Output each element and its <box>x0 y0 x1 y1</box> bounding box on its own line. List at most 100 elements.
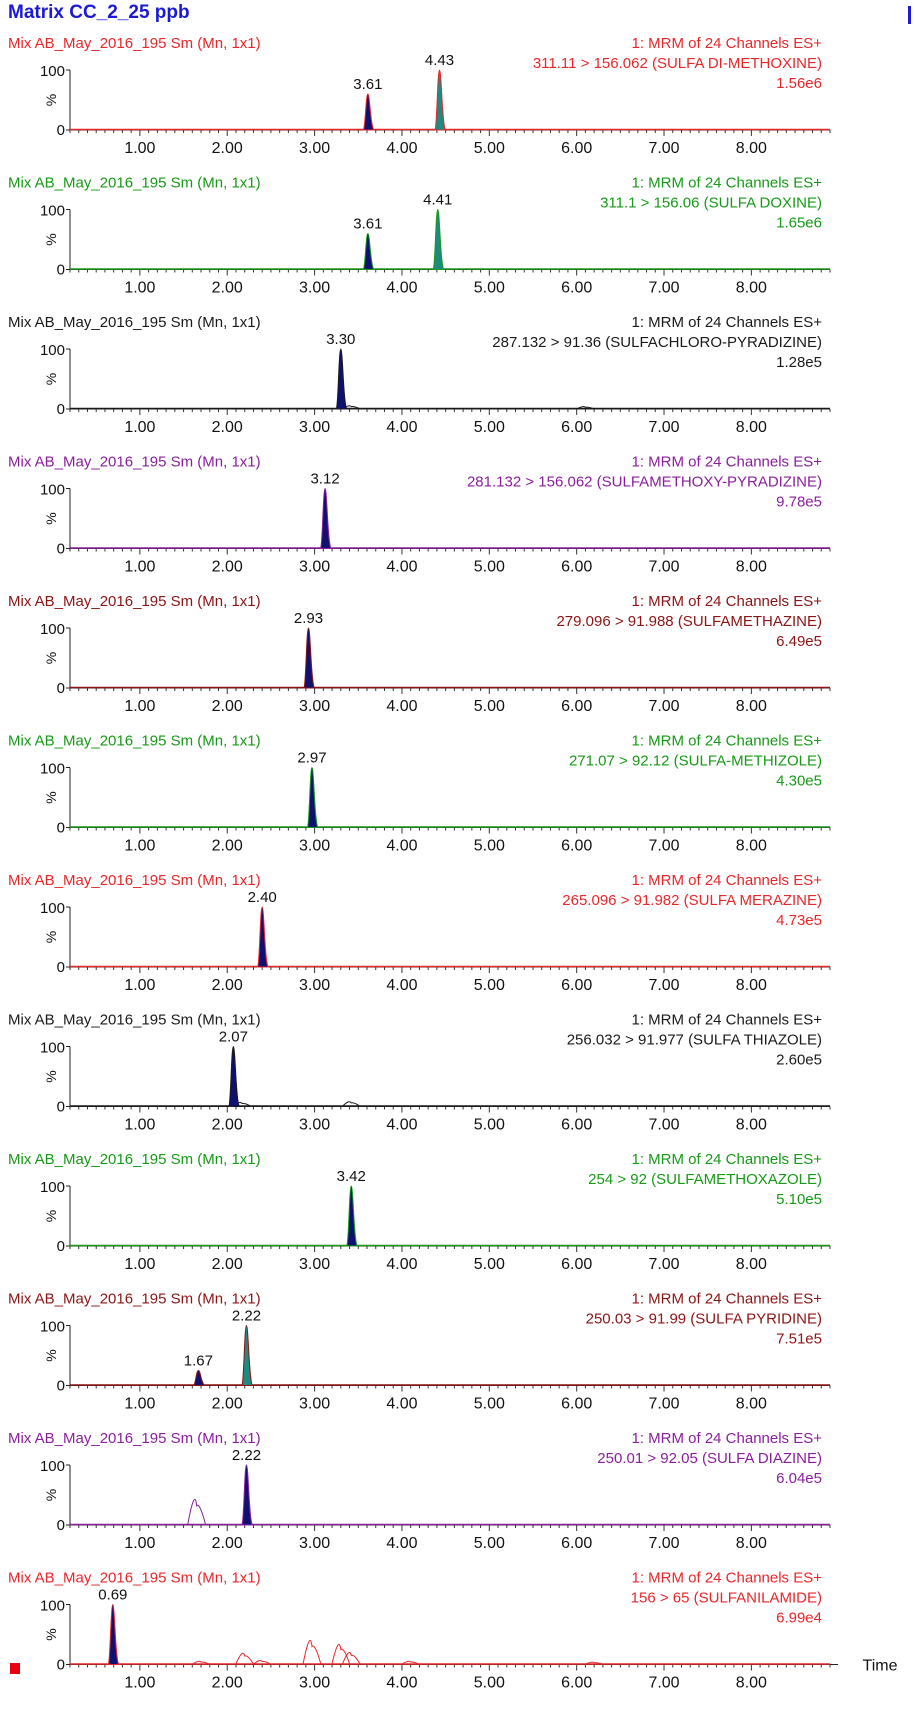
panel-sample-name: Mix AB_May_2016_195 Sm (Mn, 1x1) <box>8 1151 261 1168</box>
x-tick-label: 5.00 <box>474 1535 505 1552</box>
peak-area <box>306 766 320 828</box>
noise-trace <box>252 1660 272 1665</box>
x-tick-label: 7.00 <box>648 280 679 297</box>
x-tick-label: 1.00 <box>124 977 155 994</box>
noise-trace <box>187 1499 207 1526</box>
x-tick-label: 1.00 <box>124 559 155 576</box>
x-tick-label: 7.00 <box>648 698 679 715</box>
peak-rt-label: 4.41 <box>423 192 452 209</box>
panel-sample-name: Mix AB_May_2016_195 Sm (Mn, 1x1) <box>8 35 261 52</box>
x-tick-label: 8.00 <box>736 977 767 994</box>
panel-transition: 254 > 92 (SULFAMETHOXAZOLE) <box>588 1171 822 1188</box>
x-tick-label: 5.00 <box>474 1396 505 1413</box>
panel-sample-name: Mix AB_May_2016_195 Sm (Mn, 1x1) <box>8 1570 261 1587</box>
x-tick-label: 7.00 <box>648 838 679 855</box>
x-tick-label: 4.00 <box>386 977 417 994</box>
x-tick-label: 6.00 <box>561 1396 592 1413</box>
panel-function: 1: MRM of 24 Channels ES+ <box>631 1012 822 1029</box>
y-tick-label: 100 <box>40 1458 65 1475</box>
noise-trace <box>341 1652 361 1665</box>
x-tick-label: 7.00 <box>648 419 679 436</box>
x-tick-label: 7.00 <box>648 1675 679 1692</box>
panel-function: 1: MRM of 24 Channels ES+ <box>631 1151 822 1168</box>
x-tick-label: 2.00 <box>212 838 243 855</box>
panel-function: 1: MRM of 24 Channels ES+ <box>631 175 822 192</box>
panel-function: 1: MRM of 24 Channels ES+ <box>631 35 822 52</box>
y-tick-label: 100 <box>40 1179 65 1196</box>
x-tick-label: 4.00 <box>386 1535 417 1552</box>
edge-mark-blue <box>908 6 911 24</box>
y-axis-label: % <box>43 1210 59 1222</box>
x-tick-label: 7.00 <box>648 977 679 994</box>
x-tick-label: 2.00 <box>212 1256 243 1273</box>
x-tick-label: 5.00 <box>474 977 505 994</box>
x-tick-label: 6.00 <box>561 280 592 297</box>
peak-rt-label: 1.67 <box>184 1353 213 1370</box>
x-tick-label: 8.00 <box>736 1675 767 1692</box>
x-tick-label: 7.00 <box>648 559 679 576</box>
x-tick-label: 4.00 <box>386 1675 417 1692</box>
panel-transition: 279.096 > 91.988 (SULFAMETHAZINE) <box>556 613 822 630</box>
x-tick-label: 3.00 <box>299 1535 330 1552</box>
x-tick-label: 1.00 <box>124 1675 155 1692</box>
peak-area <box>193 1369 206 1386</box>
x-axis-label: Time <box>863 1658 898 1675</box>
x-tick-label: 3.00 <box>299 698 330 715</box>
y-tick-label: 0 <box>57 401 65 418</box>
peak-rt-label: 3.12 <box>310 471 339 488</box>
x-tick-label: 5.00 <box>474 280 505 297</box>
x-tick-label: 6.00 <box>561 1117 592 1134</box>
x-tick-label: 5.00 <box>474 419 505 436</box>
x-tick-label: 7.00 <box>648 140 679 157</box>
x-tick-label: 4.00 <box>386 1117 417 1134</box>
x-tick-label: 4.00 <box>386 559 417 576</box>
x-tick-label: 1.00 <box>124 280 155 297</box>
panel-function: 1: MRM of 24 Channels ES+ <box>631 733 822 750</box>
x-tick-label: 3.00 <box>299 280 330 297</box>
y-axis-label: % <box>43 233 59 245</box>
x-tick-label: 8.00 <box>736 838 767 855</box>
y-tick-label: 0 <box>57 1657 65 1674</box>
panel-intensity: 2.60e5 <box>776 1052 822 1069</box>
x-tick-label: 6.00 <box>561 419 592 436</box>
x-tick-label: 6.00 <box>561 838 592 855</box>
panel-intensity: 4.73e5 <box>776 912 822 929</box>
peak-area <box>362 93 375 131</box>
y-tick-label: 0 <box>57 1517 65 1534</box>
panel-intensity: 4.30e5 <box>776 773 822 790</box>
peak-area <box>107 1603 120 1665</box>
panel-sample-name: Mix AB_May_2016_195 Sm (Mn, 1x1) <box>8 593 261 610</box>
peak-rt-label: 3.42 <box>337 1168 366 1185</box>
x-tick-label: 3.00 <box>299 977 330 994</box>
x-tick-label: 8.00 <box>736 1256 767 1273</box>
x-tick-label: 1.00 <box>124 1535 155 1552</box>
y-axis-label: % <box>43 791 59 803</box>
y-tick-label: 100 <box>40 1319 65 1336</box>
y-axis-label: % <box>43 512 59 524</box>
y-axis-label: % <box>43 1349 59 1361</box>
panel-sample-name: Mix AB_May_2016_195 Sm (Mn, 1x1) <box>8 1430 261 1447</box>
panel-transition: 256.032 > 91.977 (SULFA THIAZOLE) <box>567 1032 822 1049</box>
peak-rt-label: 2.22 <box>232 1447 261 1464</box>
y-axis-label: % <box>43 652 59 664</box>
x-tick-label: 2.00 <box>212 698 243 715</box>
x-tick-label: 6.00 <box>561 1535 592 1552</box>
peak-area <box>319 487 333 549</box>
panel-transition: 271.07 > 92.12 (SULFA-METHIZOLE) <box>569 753 822 770</box>
panel-transition: 250.03 > 91.99 (SULFA PYRIDINE) <box>586 1311 822 1328</box>
x-tick-label: 5.00 <box>474 1117 505 1134</box>
panel-transition: 265.096 > 91.982 (SULFA MERAZINE) <box>562 892 822 909</box>
x-tick-label: 2.00 <box>212 419 243 436</box>
peak-rt-label: 0.69 <box>98 1587 127 1604</box>
x-tick-label: 8.00 <box>736 419 767 436</box>
y-tick-label: 100 <box>40 1598 65 1615</box>
x-tick-label: 2.00 <box>212 977 243 994</box>
peak-rt-label: 2.97 <box>297 750 326 767</box>
panel-sample-name: Mix AB_May_2016_195 Sm (Mn, 1x1) <box>8 733 261 750</box>
y-tick-label: 100 <box>40 482 65 499</box>
panel-intensity: 1.28e5 <box>776 354 822 371</box>
y-tick-label: 0 <box>57 1378 65 1395</box>
x-tick-label: 3.00 <box>299 1396 330 1413</box>
y-axis-label: % <box>43 1070 59 1082</box>
